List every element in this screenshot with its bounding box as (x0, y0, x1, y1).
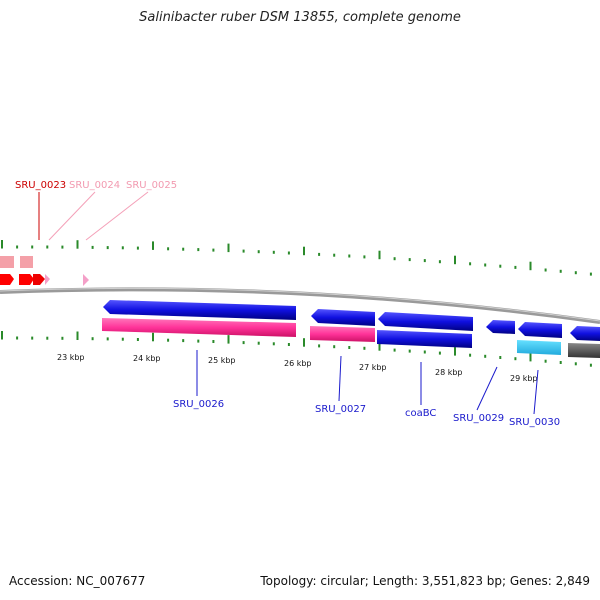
inner-tick-arc (1, 331, 592, 367)
pseudo-block-right[interactable] (568, 343, 600, 358)
cds-block-sru0027[interactable] (310, 326, 375, 342)
scale-label: 27 kbp (359, 363, 387, 372)
gene-arrow-sru0023a[interactable] (0, 274, 14, 285)
gene-label-sru0029[interactable]: SRU_0029 (453, 413, 504, 424)
leader-line-sru0025 (85, 191, 149, 241)
cds-block-sru0026[interactable] (102, 318, 296, 337)
scale-label: 29 kbp (510, 374, 538, 383)
scale-labels: 23 kbp 24 kbp 25 kbp 26 kbp 27 kbp 28 kb… (57, 353, 538, 383)
gene-arrow-coabc-top[interactable] (378, 312, 473, 331)
gene-label-sru0026[interactable]: SRU_0026 (173, 399, 224, 410)
genome-summary-text: Topology: circular; Length: 3,551,823 bp… (260, 574, 590, 588)
genome-backbone (0, 287, 600, 324)
accession-text: Accession: NC_007677 (9, 574, 146, 588)
outer-tick-arc (1, 240, 592, 276)
gene-arrow-sru0023b[interactable] (19, 274, 34, 285)
gene-label-sru0023[interactable]: SRU_0023 (15, 180, 66, 191)
gene-label-sru0024[interactable]: SRU_0024 (69, 180, 120, 191)
leader-line-sru0024 (48, 191, 96, 241)
rna-block-sru0030[interactable] (517, 340, 561, 355)
scale-label: 26 kbp (284, 359, 312, 368)
gene-arrow-right-edge[interactable] (570, 326, 600, 341)
gene-rna-block-2[interactable] (20, 256, 33, 268)
scale-label: 28 kbp (435, 368, 463, 377)
gene-label-sru0025[interactable]: SRU_0025 (126, 180, 177, 191)
scale-label: 23 kbp (57, 353, 85, 362)
leader-line-sru0030 (533, 369, 539, 415)
gene-arrow-sru0027[interactable] (311, 309, 375, 326)
gene-arrow-sru0023c[interactable] (33, 274, 45, 285)
gene-label-sru0027[interactable]: SRU_0027 (315, 404, 366, 415)
gene-arrow-sru0029[interactable] (486, 320, 515, 334)
gene-arrow-sru0024[interactable] (45, 274, 50, 285)
scale-label: 24 kbp (133, 354, 161, 363)
leader-line-sru0027 (338, 355, 342, 402)
cds-block-coabc[interactable] (377, 330, 472, 348)
gene-label-coabc[interactable]: coaBC (405, 408, 436, 419)
gene-arrow-sru0030-top[interactable] (518, 322, 562, 338)
leader-line-sru0029 (476, 366, 498, 411)
map-title: Salinibacter ruber DSM 13855, complete g… (139, 10, 461, 25)
gene-rna-block-1[interactable] (0, 256, 14, 268)
gene-label-sru0030[interactable]: SRU_0030 (509, 417, 560, 428)
gene-arrow-sru0026[interactable] (103, 300, 296, 320)
gene-arrow-sru0025[interactable] (83, 274, 89, 286)
scale-label: 25 kbp (208, 356, 236, 365)
